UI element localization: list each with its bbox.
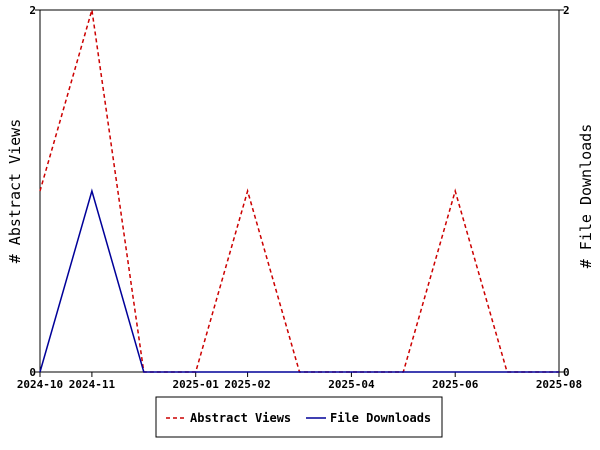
left-y-axis-title: # Abstract Views: [6, 119, 24, 264]
right-y-tick-label: 2: [563, 4, 570, 17]
series-layer: [39, 9, 559, 373]
right-y-tick-label: 0: [563, 366, 570, 379]
legend: Abstract Views File Downloads: [155, 396, 443, 438]
x-tick-label: 2025-06: [432, 378, 479, 391]
x-tick-label: 2025-02: [224, 378, 270, 391]
right-y-axis-title: # File Downloads: [577, 124, 595, 269]
x-tick-label: 2025-08: [536, 378, 582, 391]
series-line-file-downloads: [39, 188, 559, 373]
x-axis: 2024-10 2024-11 2025-01 2025-02 2025-04 2025-…: [17, 372, 582, 391]
left-y-axis: 02: [29, 4, 40, 379]
legend-label-abstract-views: Abstract Views: [190, 411, 291, 425]
legend-label-file-downloads: File Downloads: [330, 411, 431, 425]
x-tick-label: 2025-01: [173, 378, 220, 391]
legend-box: [155, 396, 443, 438]
x-tick-label: 2024-10: [17, 378, 63, 391]
x-tick-label: 2024-11: [69, 378, 116, 391]
left-y-tick-label: 0: [29, 366, 36, 379]
left-y-tick-label: 2: [29, 4, 36, 17]
x-tick-label: 2025-04: [328, 378, 375, 391]
right-y-axis: 02: [559, 4, 570, 379]
